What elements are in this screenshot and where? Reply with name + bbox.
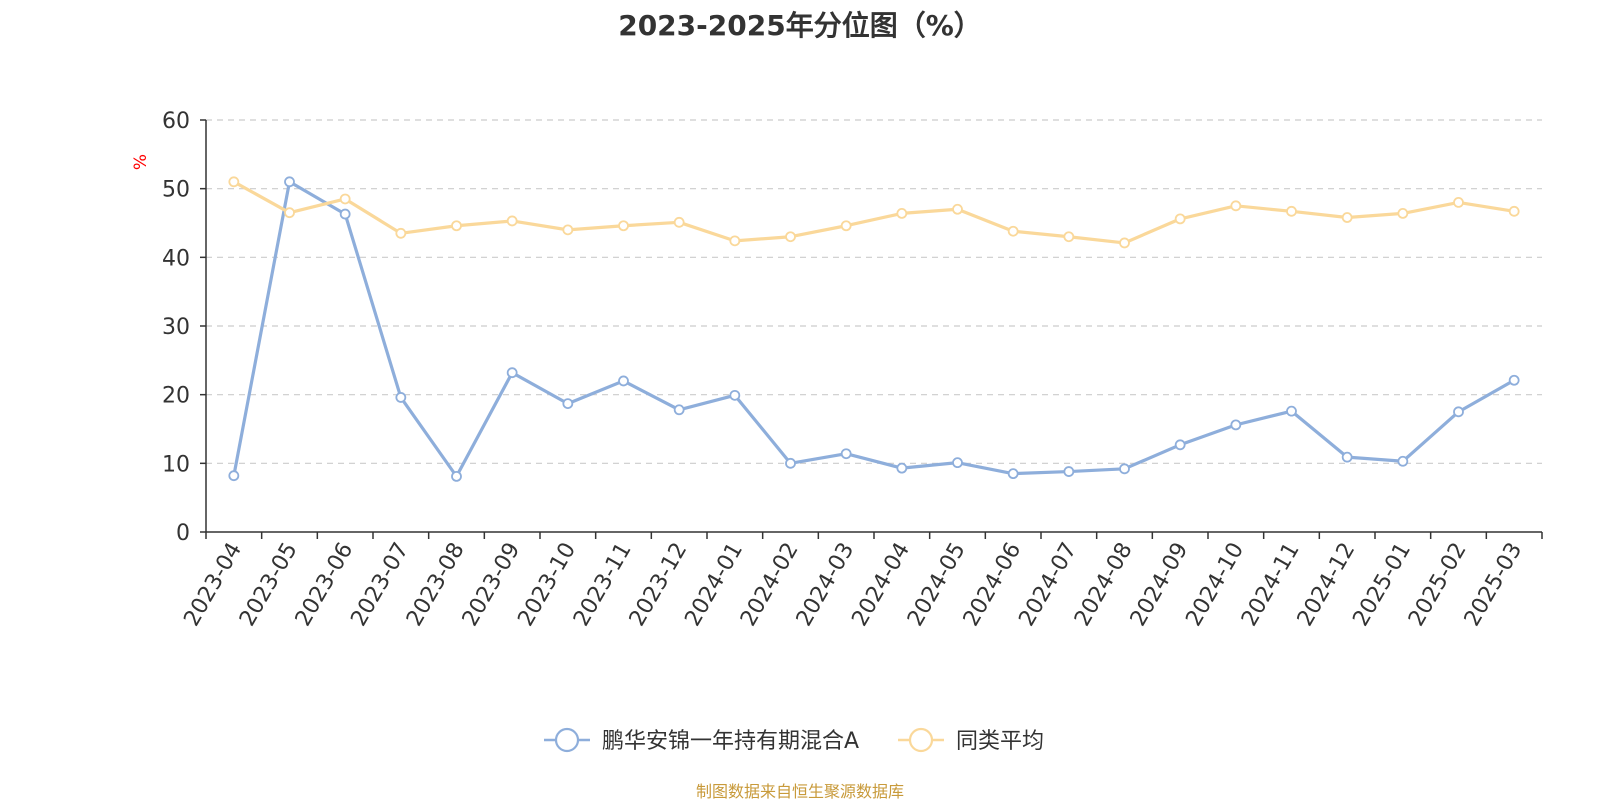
y-tick-label: 50: [162, 178, 190, 203]
data-point: [1007, 225, 1019, 237]
y-tick-label: 40: [162, 246, 190, 271]
series-line: [232, 180, 1515, 478]
data-point: [1397, 207, 1409, 219]
data-point: [451, 470, 462, 482]
grid-lines: [206, 119, 1542, 464]
data-point: [1286, 205, 1297, 217]
legend-marker: [554, 727, 580, 753]
data-point: [1286, 405, 1297, 417]
series-2: [228, 176, 1520, 249]
data-point: [1397, 455, 1409, 467]
series-lines: [228, 176, 1520, 482]
data-point: [228, 176, 240, 188]
legend-label: 鹏华安锦一年持有期混合A: [602, 729, 859, 754]
data-point: [228, 470, 240, 482]
data-point: [1007, 468, 1019, 480]
legend-label: 同类平均: [956, 729, 1044, 754]
data-point: [1230, 419, 1242, 431]
data-point: [896, 207, 908, 219]
axes: 0102030405060%2023-042023-052023-062023-…: [131, 109, 1543, 631]
data-point: [1230, 200, 1242, 212]
legend-item-1: 鹏华安锦一年持有期混合A: [544, 727, 859, 754]
data-point: [562, 224, 574, 236]
data-point: [840, 448, 852, 460]
y-tick-label: 60: [162, 109, 190, 134]
chart-title: 2023-2025年分位图（%）: [618, 9, 982, 42]
data-point: [1174, 439, 1186, 451]
legend-item-2: 同类平均: [898, 727, 1044, 754]
series-1: [228, 176, 1520, 482]
data-point: [284, 176, 295, 188]
y-tick-label: 10: [162, 452, 190, 477]
y-axis-label: %: [131, 154, 151, 170]
data-source-note: 制图数据来自恒生聚源数据库: [695, 782, 904, 801]
data-point: [284, 207, 295, 219]
data-point: [729, 389, 741, 401]
data-point: [1119, 463, 1130, 475]
data-point: [395, 392, 407, 403]
data-point: [1063, 466, 1075, 477]
data-point: [1453, 196, 1464, 208]
data-point: [952, 203, 963, 215]
data-point: [1453, 406, 1464, 418]
data-point: [395, 227, 407, 239]
data-point: [1508, 205, 1520, 217]
data-point: [451, 220, 462, 232]
data-point: [1063, 231, 1075, 243]
data-point: [673, 216, 685, 228]
data-point: [339, 193, 351, 205]
data-point: [785, 457, 796, 469]
series-line: [233, 180, 1515, 245]
data-point: [840, 220, 852, 232]
data-point: [952, 457, 963, 469]
y-tick-label: 20: [162, 384, 190, 409]
data-point: [506, 367, 518, 379]
data-point: [618, 375, 629, 387]
data-point: [896, 462, 908, 474]
y-tick-label: 0: [176, 521, 190, 546]
data-point: [1341, 212, 1353, 223]
data-point: [673, 404, 685, 416]
legend-marker: [908, 727, 934, 753]
data-point: [506, 215, 518, 227]
data-point: [562, 398, 574, 409]
data-point: [618, 220, 629, 232]
data-point: [1174, 213, 1186, 225]
legend: 鹏华安锦一年持有期混合A 同类平均: [544, 727, 1044, 754]
data-point: [1119, 237, 1130, 249]
data-point: [1341, 451, 1353, 463]
data-point: [339, 208, 351, 220]
y-tick-label: 30: [162, 315, 190, 340]
data-point: [1508, 374, 1520, 386]
data-point: [729, 235, 741, 247]
data-point: [785, 231, 796, 243]
